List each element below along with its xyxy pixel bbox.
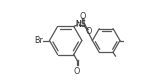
Text: O: O [80, 12, 86, 21]
Text: O: O [74, 67, 80, 76]
Text: H: H [75, 20, 81, 26]
Text: Br: Br [34, 36, 43, 45]
Text: S: S [81, 20, 86, 29]
Text: O: O [85, 27, 92, 36]
Text: N: N [75, 20, 81, 29]
